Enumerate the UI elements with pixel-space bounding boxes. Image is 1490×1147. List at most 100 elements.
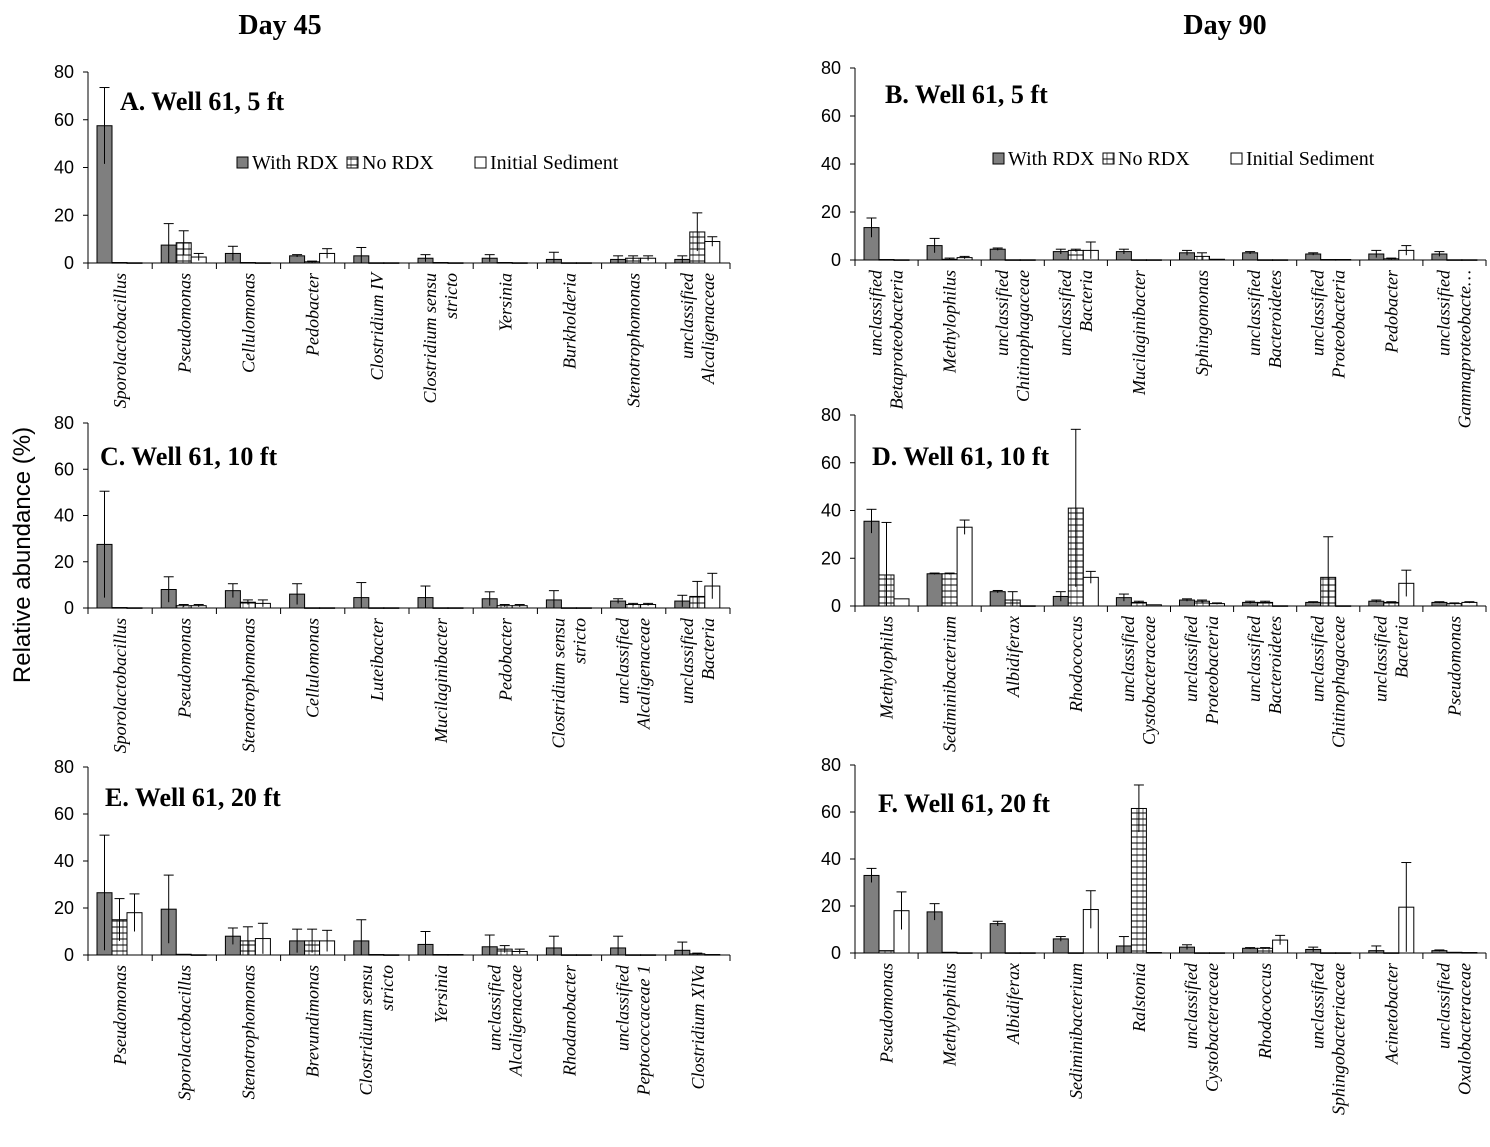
bar-initial-sediment xyxy=(1461,952,1478,954)
bar-initial-sediment xyxy=(1145,259,1162,261)
category-label: Sediminibacterium xyxy=(1066,963,1086,1099)
y-tick-label: 0 xyxy=(831,250,841,270)
panel-title: E. Well 61, 20 ft xyxy=(105,783,281,812)
legend-swatch xyxy=(1102,152,1115,165)
category-label-line: Clostridium sensu xyxy=(549,618,569,749)
category-label: Methylophilus xyxy=(940,963,960,1067)
bar-initial-sediment xyxy=(893,598,910,607)
category-label: Cellulomonas xyxy=(239,273,259,373)
category-label: Sporolactobacillus xyxy=(110,273,130,408)
category-label: Brevundimonas xyxy=(303,965,323,1077)
legend-label: With RDX xyxy=(1008,148,1095,170)
bar-initial-sediment xyxy=(1145,952,1162,954)
bar-no-rdx xyxy=(496,262,513,264)
bar-no-rdx xyxy=(560,954,577,956)
legend-label: Initial Sediment xyxy=(1246,148,1375,170)
category-label-line: unclassified xyxy=(1181,615,1201,702)
category-label: unclassifiedAlcaligenaceae xyxy=(613,617,654,730)
category-label-line: unclassified xyxy=(1244,615,1264,702)
bar-with-rdx xyxy=(989,923,1006,954)
y-tick-label: 20 xyxy=(54,898,74,918)
category-label-line: Clostridium sensu xyxy=(420,273,440,404)
category-label: unclassifiedAlcaligenaceae xyxy=(677,272,718,385)
y-tick-label: 60 xyxy=(821,453,841,473)
category-label: unclassifiedSphingobacteriaceae xyxy=(1307,962,1348,1115)
bar-initial-sediment xyxy=(575,607,592,609)
bar-initial-sediment xyxy=(1209,258,1225,261)
bar-no-rdx xyxy=(432,954,449,956)
bar-initial-sediment xyxy=(447,954,464,956)
bar-initial-sediment xyxy=(1019,952,1036,954)
category-label-line: Bacteria xyxy=(1076,270,1096,332)
category-label: Rhodococcus xyxy=(1255,963,1275,1060)
category-label-line: unclassified xyxy=(1433,962,1453,1049)
bar-initial-sediment xyxy=(383,262,400,264)
category-label: Clostridium sensustricto xyxy=(356,965,397,1096)
category-label: Clostridium IV xyxy=(367,271,387,381)
legend-swatch xyxy=(474,156,487,169)
bar-initial-sediment xyxy=(319,607,336,609)
y-tick-label: 80 xyxy=(54,62,74,82)
category-label-line: unclassified xyxy=(1118,615,1138,702)
panel-e: 0 20 40 60 80 Pseudomonas Sporolactobacillus St… xyxy=(54,757,731,1100)
category-label: Clostridium sensustricto xyxy=(549,618,590,749)
category-label: Pseudomonas xyxy=(877,963,897,1064)
y-tick-label: 20 xyxy=(821,896,841,916)
category-label-line: Chitinophagaceae xyxy=(1013,270,1033,402)
bar-initial-sediment xyxy=(1272,259,1289,261)
bar-no-rdx xyxy=(432,262,449,264)
bar-no-rdx xyxy=(368,262,385,264)
bar-initial-sediment xyxy=(190,954,207,956)
category-label-line: unclassified xyxy=(677,617,697,704)
y-tick-label: 60 xyxy=(54,459,74,479)
bar-no-rdx xyxy=(1130,259,1147,261)
category-label: Yersinia xyxy=(495,273,515,331)
bar-no-rdx xyxy=(1067,952,1084,954)
bar-no-rdx xyxy=(560,262,577,264)
category-label-line: Bacteria xyxy=(698,618,718,680)
category-label: Methylophilus xyxy=(877,616,897,720)
bar-initial-sediment xyxy=(126,262,143,264)
bar-initial-sediment xyxy=(1209,952,1225,954)
category-label: Stenotrophomonas xyxy=(624,273,644,407)
y-tick-label: 60 xyxy=(54,804,74,824)
y-tick-label: 80 xyxy=(821,405,841,425)
category-label: unclassifiedBacteria xyxy=(677,617,718,704)
bar-no-rdx xyxy=(111,607,128,609)
bar-no-rdx xyxy=(625,954,642,956)
category-label: Sporolactobacillus xyxy=(110,618,130,753)
category-label-line: Clostridium sensu xyxy=(356,965,376,1096)
category-label: Pedobacter xyxy=(1381,269,1401,354)
category-label: Pseudomonas xyxy=(110,965,130,1066)
category-label: unclassifiedBacteroidetes xyxy=(1244,615,1285,714)
category-label: Albidiferax xyxy=(1003,963,1023,1045)
panel-title: D. Well 61, 10 ft xyxy=(872,442,1050,471)
category-label: unclassifiedAlcaligenaceae xyxy=(484,964,525,1077)
bar-with-rdx xyxy=(863,520,880,607)
category-label: Rhodanobacter xyxy=(560,964,580,1077)
panel-title: B. Well 61, 5 ft xyxy=(885,80,1048,109)
category-label: unclassifiedBacteria xyxy=(1055,269,1096,356)
y-tick-label: 0 xyxy=(831,596,841,616)
bar-no-rdx xyxy=(941,951,958,954)
y-tick-label: 40 xyxy=(821,154,841,174)
category-label-line: Gammaproteobacte… xyxy=(1454,270,1474,428)
category-label: unclassifiedBacteria xyxy=(1370,615,1411,702)
bar-initial-sediment xyxy=(575,954,592,956)
legend-swatch xyxy=(1230,152,1243,165)
bar-initial-sediment xyxy=(1335,605,1352,607)
panel-title: F. Well 61, 20 ft xyxy=(878,789,1050,818)
category-label-line: Cystobacteraceae xyxy=(1139,616,1159,745)
category-label-line: unclassified xyxy=(1181,962,1201,1049)
bar-no-rdx xyxy=(175,953,192,956)
bar-initial-sediment xyxy=(1335,259,1352,261)
bar-initial-sediment xyxy=(1272,605,1289,607)
bar-no-rdx xyxy=(1320,259,1337,261)
category-label: Pseudomonas xyxy=(174,273,194,374)
bar-initial-sediment xyxy=(893,259,910,261)
category-label-line: Alcaligenaceae xyxy=(505,965,525,1077)
bar-initial-sediment xyxy=(511,262,528,264)
category-label-line: Chitinophagaceae xyxy=(1328,616,1348,748)
panels-group: 0 20 40 60 80 Sporolactobacillus Pseudomonas Ce… xyxy=(54,58,1487,1115)
